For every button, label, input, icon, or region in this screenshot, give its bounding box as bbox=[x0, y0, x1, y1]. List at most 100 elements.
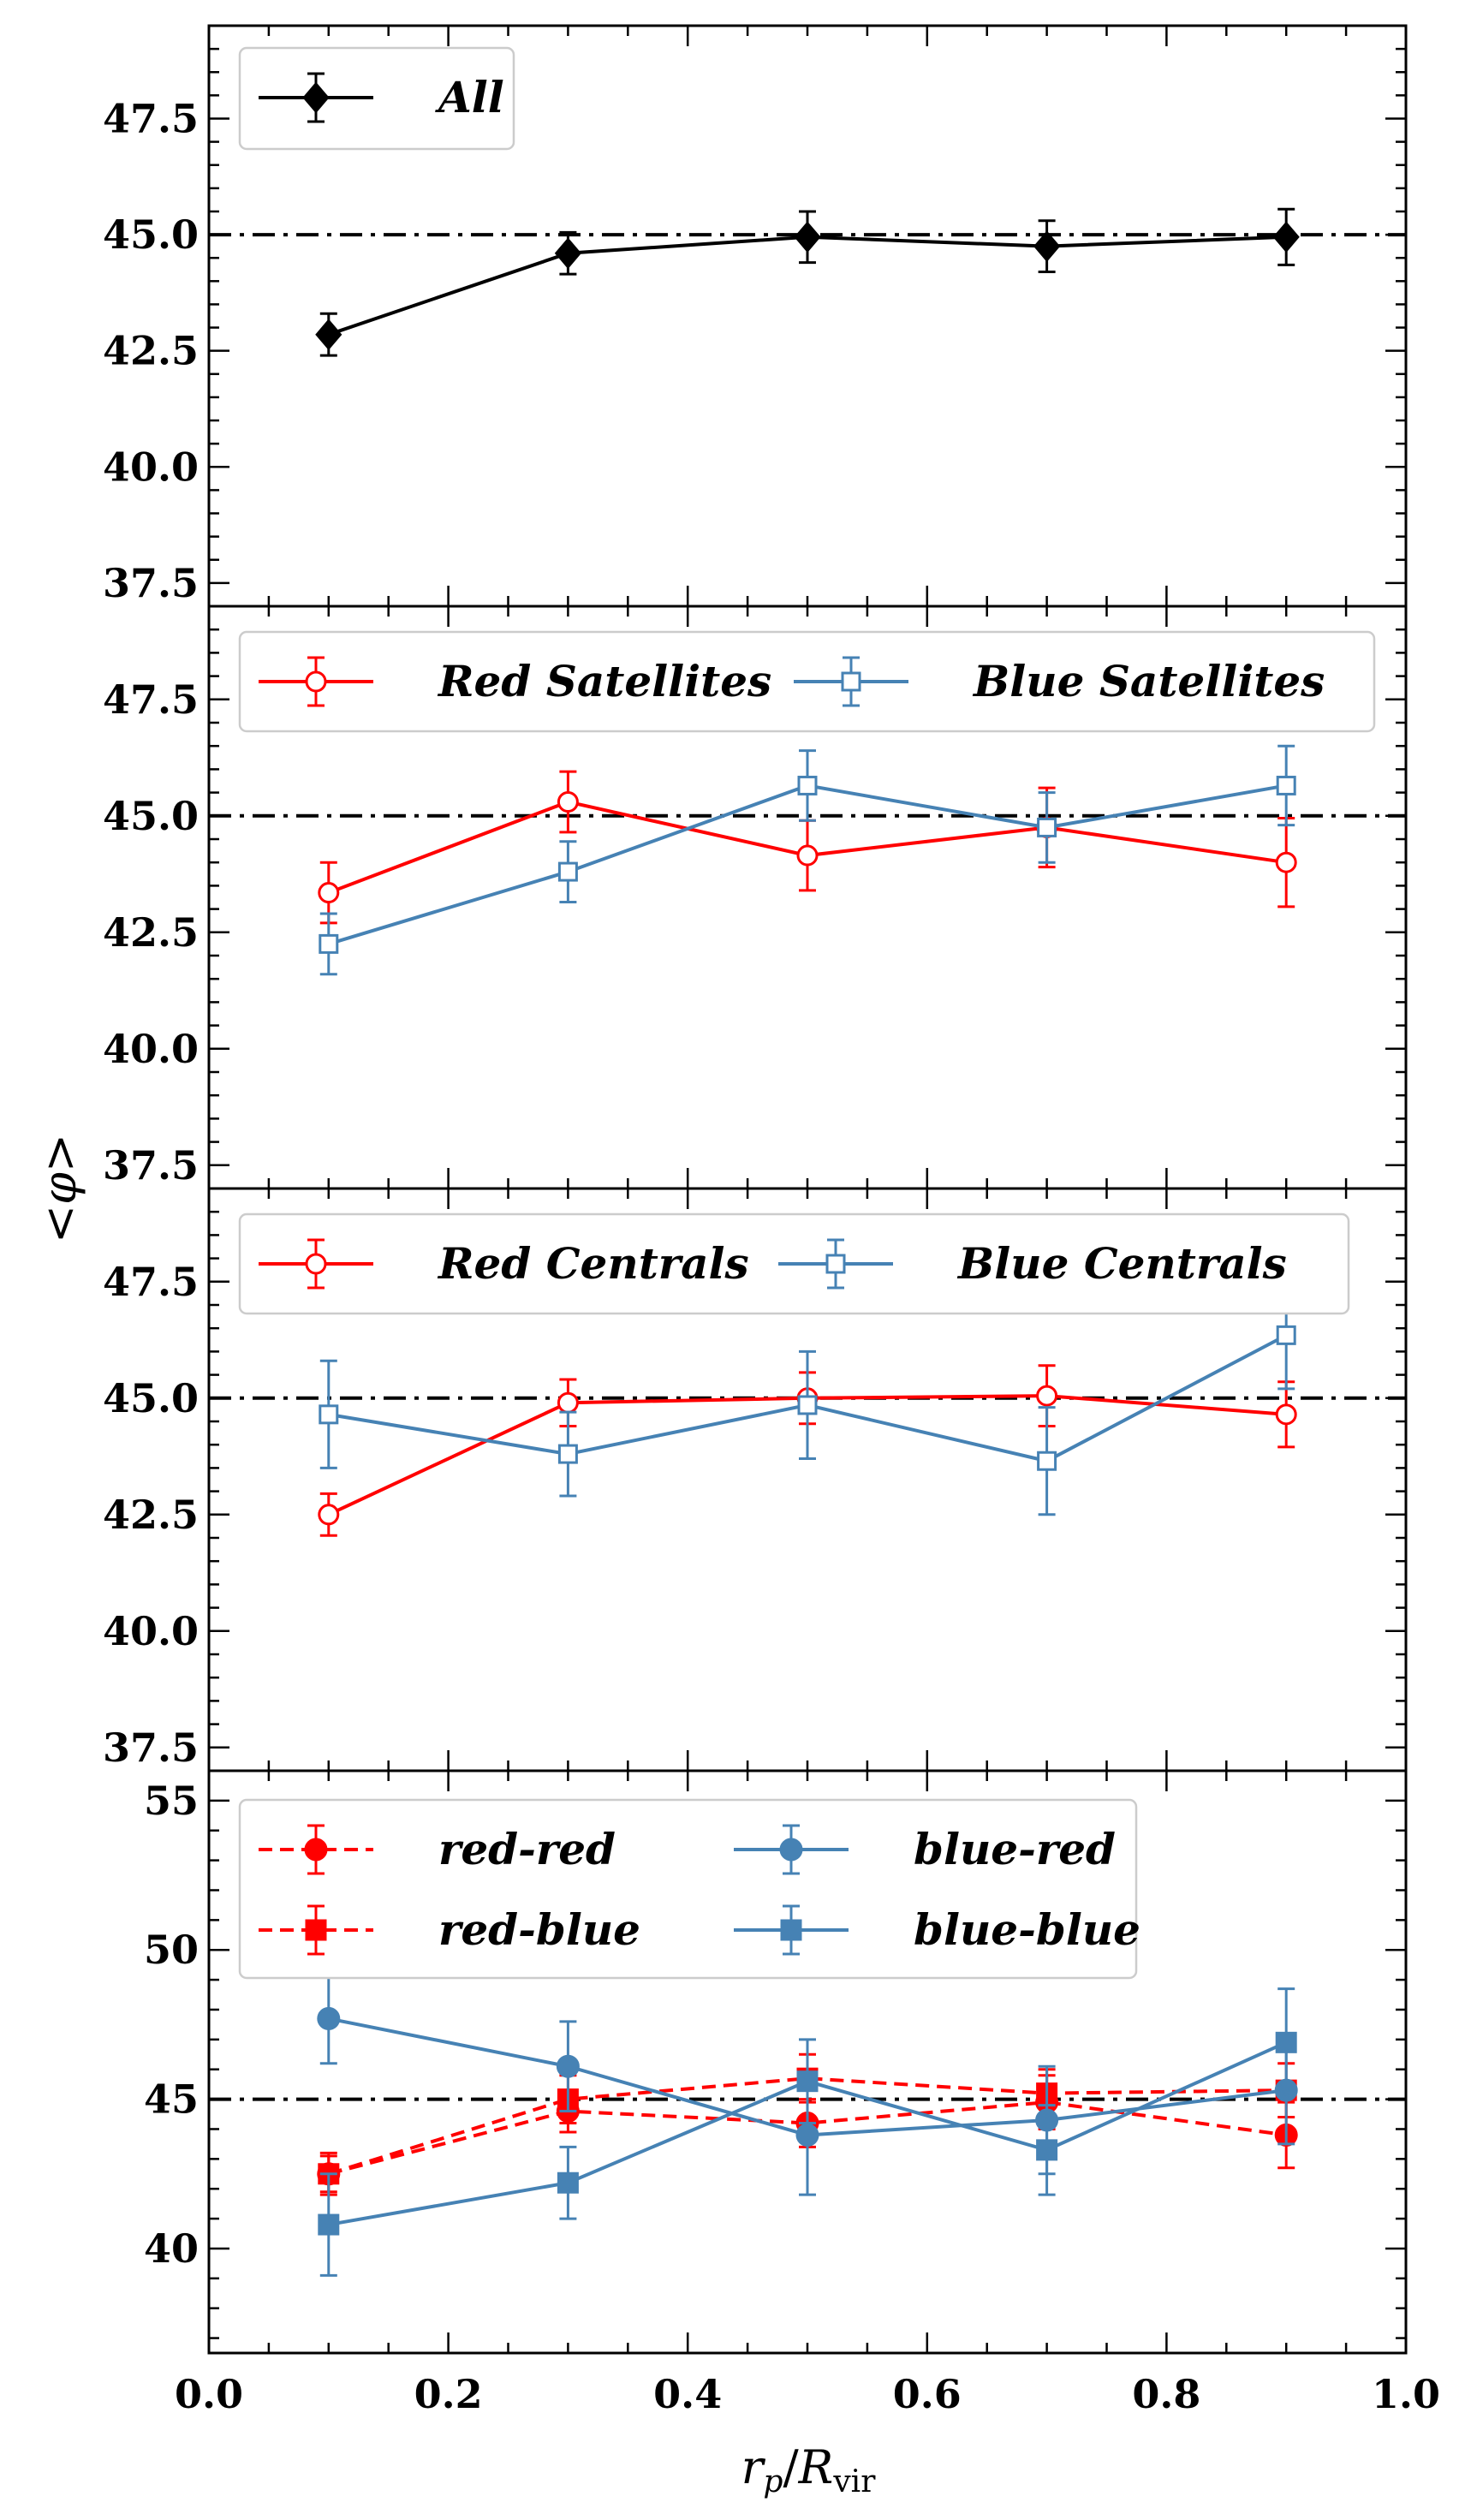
data-point bbox=[557, 861, 578, 882]
x-tick-label: 0.2 bbox=[414, 2371, 483, 2417]
legend-item-blue-red: blue-red bbox=[734, 1824, 1116, 1875]
data-point bbox=[1275, 2031, 1297, 2053]
data-point bbox=[319, 933, 339, 954]
y-tick-label: 37.5 bbox=[103, 560, 199, 606]
legend-marker bbox=[779, 1838, 803, 1862]
y-tick-label: 45.0 bbox=[103, 793, 199, 839]
legend-item-red-satellites: Red Satellites bbox=[259, 656, 771, 707]
legend-marker bbox=[841, 671, 861, 692]
data-point bbox=[1037, 817, 1057, 837]
data-point bbox=[797, 1395, 818, 1415]
legend-marker bbox=[825, 1254, 846, 1274]
y-tick-label: 42.5 bbox=[103, 909, 199, 956]
series-blue-satellites bbox=[319, 744, 1296, 976]
legend-label: All bbox=[435, 72, 504, 122]
legend-item-red-blue: red-blue bbox=[259, 1904, 640, 1956]
legend-marker bbox=[302, 81, 330, 114]
data-point bbox=[315, 319, 342, 351]
data-point bbox=[318, 1504, 340, 1526]
data-point bbox=[1276, 775, 1296, 795]
data-point bbox=[318, 2213, 340, 2236]
data-point bbox=[794, 221, 821, 253]
y-tick-label: 40.0 bbox=[103, 444, 199, 490]
legend-marker bbox=[305, 670, 327, 693]
legend-label: blue-blue bbox=[914, 1904, 1140, 1955]
legend-frame bbox=[238, 1798, 1138, 1980]
y-tick-label: 50 bbox=[144, 1927, 199, 1973]
data-point bbox=[1036, 1385, 1058, 1407]
x-tick-label: 0.8 bbox=[1132, 2371, 1200, 2417]
data-point bbox=[557, 790, 579, 813]
data-point bbox=[1272, 221, 1300, 253]
series-all bbox=[315, 207, 1300, 357]
panel-frame bbox=[207, 1769, 1408, 2355]
y-tick-label: 47.5 bbox=[103, 1259, 199, 1305]
legend-label: Blue Centrals bbox=[956, 1238, 1287, 1289]
y-tick-label: 45.0 bbox=[103, 211, 199, 258]
legend-marker bbox=[305, 1919, 327, 1941]
legend-label: red-blue bbox=[438, 1904, 640, 1955]
legend: All bbox=[238, 46, 515, 151]
y-tick-label: 37.5 bbox=[103, 1725, 199, 1771]
y-tick-label: 45.0 bbox=[103, 1375, 199, 1421]
panel-3: 37.5 40.0 42.5 45.0 47.5 Red Centrals Blue Cen… bbox=[103, 1187, 1408, 1772]
data-point bbox=[557, 1444, 578, 1464]
legend-label: Red Satellites bbox=[437, 656, 771, 706]
y-axis-label: <φ> bbox=[33, 1134, 86, 1243]
y-tick-label: 37.5 bbox=[103, 1142, 199, 1189]
y-tick-label: 40.0 bbox=[103, 1026, 199, 1072]
legend-label: Red Centrals bbox=[437, 1238, 749, 1289]
x-tick-label: 0.0 bbox=[175, 2371, 243, 2417]
data-point bbox=[554, 237, 581, 270]
legend-label: Blue Satellites bbox=[972, 656, 1325, 706]
data-point bbox=[1037, 1451, 1057, 1471]
x-tick-label: 0.4 bbox=[653, 2371, 722, 2417]
legend: red-red red-blue blue-red blue-blue bbox=[238, 1798, 1140, 1980]
legend-item-blue-blue: blue-blue bbox=[734, 1904, 1140, 1956]
series-blue-centrals bbox=[319, 1280, 1296, 1516]
data-point bbox=[797, 775, 818, 795]
legend-item-blue-centrals: Blue Centrals bbox=[778, 1238, 1287, 1290]
y-tick-label: 47.5 bbox=[103, 95, 199, 141]
panel-4: 40 45 50 55 red-red red-blue blue-red blue-blue bbox=[144, 1769, 1408, 2355]
legend-label: red-red bbox=[438, 1824, 616, 1874]
data-point bbox=[1276, 1325, 1296, 1345]
y-tick-label: 45 bbox=[144, 2076, 199, 2123]
data-point bbox=[1036, 2139, 1058, 2161]
y-tick-label: 42.5 bbox=[103, 1492, 199, 1538]
y-tick-label: 42.5 bbox=[103, 328, 199, 374]
data-point bbox=[318, 882, 340, 904]
y-tick-label: 47.5 bbox=[103, 676, 199, 723]
x-tick-label: 0.6 bbox=[893, 2371, 962, 2417]
legend-item-all: All bbox=[259, 72, 504, 123]
data-point bbox=[1033, 230, 1061, 262]
legend-marker bbox=[305, 1253, 327, 1275]
data-point bbox=[557, 1391, 579, 1414]
legend-label: blue-red bbox=[914, 1824, 1116, 1874]
y-tick-label: 40 bbox=[144, 2225, 199, 2272]
data-point bbox=[556, 2054, 580, 2078]
legend-item-red-red: red-red bbox=[259, 1824, 616, 1875]
legend: Red Centrals Blue Centrals bbox=[238, 1212, 1350, 1315]
data-point bbox=[317, 2006, 341, 2030]
legend: Red Satellites Blue Satellites bbox=[238, 630, 1376, 733]
data-point bbox=[1275, 1403, 1297, 1426]
data-point bbox=[796, 2070, 819, 2093]
panel-1: 37.5 40.0 42.5 45.0 47.5 All bbox=[103, 24, 1408, 608]
x-tick-label: 1.0 bbox=[1372, 2371, 1440, 2417]
data-point bbox=[795, 2123, 819, 2147]
series-blue-blue bbox=[318, 1987, 1297, 2277]
data-point bbox=[557, 2171, 579, 2194]
legend-marker bbox=[780, 1919, 802, 1941]
y-tick-label: 40.0 bbox=[103, 1608, 199, 1654]
legend-marker bbox=[304, 1838, 328, 1862]
panel-2: 37.5 40.0 42.5 45.0 47.5 Red Satellites Blue S… bbox=[103, 605, 1408, 1190]
legend-item-red-centrals: Red Centrals bbox=[259, 1238, 749, 1290]
data-point bbox=[796, 844, 819, 867]
x-axis-label: rp/Rvir bbox=[741, 2440, 877, 2499]
y-tick-label: 55 bbox=[144, 1778, 199, 1824]
data-point bbox=[1275, 851, 1297, 873]
data-point bbox=[319, 1404, 339, 1425]
legend-item-blue-satellites: Blue Satellites bbox=[794, 656, 1325, 707]
